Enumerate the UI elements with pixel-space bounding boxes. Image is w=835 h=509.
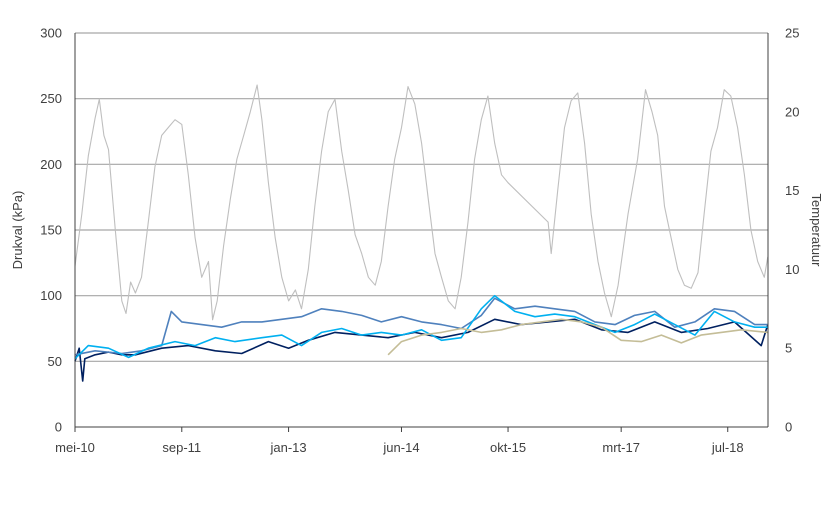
y-tick-label: 200 (40, 157, 62, 172)
x-axis-ticks: mei-10 sep-11 jan-13 jun-14 okt-15 mrt-17 jul-… (55, 427, 744, 455)
y-tick-label: 50 (48, 354, 62, 369)
series-line-temperature (74, 84, 769, 321)
series-line-navy (74, 318, 769, 382)
series-line-cyan (74, 294, 768, 360)
y2-tick-label: 5 (785, 341, 792, 356)
y2-tick-label: 25 (785, 26, 799, 41)
grid-lines (75, 32, 768, 362)
series-lines (74, 84, 769, 382)
series-line-steel (74, 297, 768, 356)
x-tick-label: sep-11 (162, 440, 201, 455)
series-line-tan (387, 318, 768, 356)
y-tick-label: 250 (40, 91, 62, 106)
y2-tick-label: 0 (785, 420, 792, 435)
y2-axis-title: Temperatuur (809, 194, 824, 268)
y2-tick-label: 20 (785, 104, 799, 119)
right-axis-ticks: 0 5 10 15 20 25 (785, 26, 799, 435)
x-tick-label: mrt-17 (602, 440, 640, 455)
y-tick-label: 300 (40, 26, 62, 41)
y-tick-label: 150 (40, 223, 62, 238)
x-tick-label: jul-18 (711, 440, 744, 455)
y2-tick-label: 10 (785, 262, 799, 277)
y-tick-label: 100 (40, 288, 62, 303)
x-tick-label: jan-13 (269, 440, 306, 455)
axes (74, 33, 769, 428)
x-tick-label: mei-10 (55, 440, 95, 455)
y-axis-title: Drukval (kPa) (10, 191, 25, 270)
x-tick-label: jun-14 (382, 440, 419, 455)
y-tick-label: 0 (55, 420, 62, 435)
y2-tick-label: 15 (785, 183, 799, 198)
x-tick-label: okt-15 (490, 440, 526, 455)
left-axis-ticks: 0 50 100 150 200 250 300 (40, 26, 62, 435)
